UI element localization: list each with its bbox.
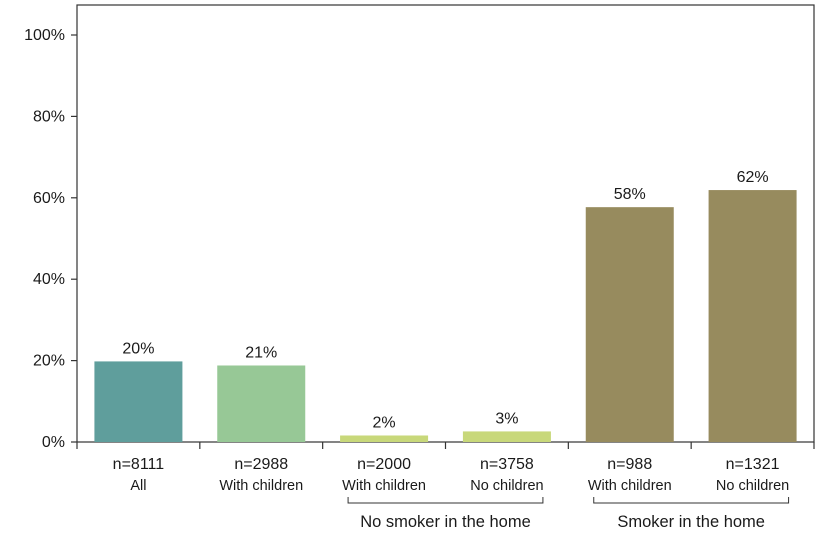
category-sub-label: No children bbox=[716, 478, 789, 494]
bar bbox=[708, 190, 797, 442]
group-bracket bbox=[593, 497, 790, 504]
y-tick-label: 80% bbox=[33, 108, 65, 125]
labels: 20% n=8111 All 21% n=2988 With children 2% n=20… bbox=[113, 169, 790, 494]
category-sub-label: All bbox=[130, 478, 146, 494]
y-tick-label: 100% bbox=[24, 27, 65, 44]
category-n-label: n=2000 bbox=[357, 456, 411, 473]
category-sub-label: No children bbox=[470, 478, 543, 494]
bar bbox=[217, 365, 306, 442]
category-n-label: n=8111 bbox=[113, 456, 165, 473]
category-n-label: n=1321 bbox=[726, 456, 780, 473]
value-label: 62% bbox=[737, 169, 769, 186]
y-tick-label: 40% bbox=[33, 271, 65, 288]
bars bbox=[94, 190, 797, 442]
value-label: 21% bbox=[245, 344, 277, 361]
category-sub-label: With children bbox=[342, 478, 426, 494]
plot-frame bbox=[76, 4, 815, 443]
y-tick-label: 0% bbox=[42, 434, 65, 451]
value-label: 20% bbox=[122, 340, 154, 357]
group-brackets: No smoker in the home Smoker in the home bbox=[347, 497, 790, 531]
group-label: Smoker in the home bbox=[617, 513, 765, 531]
value-label: 2% bbox=[373, 414, 396, 431]
category-n-label: n=2988 bbox=[234, 456, 288, 473]
bar bbox=[462, 431, 551, 442]
category-n-label: n=988 bbox=[607, 456, 652, 473]
y-tick-label: 20% bbox=[33, 353, 65, 370]
value-label: 3% bbox=[495, 410, 518, 427]
bar bbox=[585, 207, 674, 442]
group-bracket bbox=[347, 497, 544, 504]
category-sub-label: With children bbox=[588, 478, 672, 494]
axes: 0% 20% 40% 60% 80% 100% bbox=[24, 4, 815, 451]
bar bbox=[340, 435, 429, 442]
y-tick-label: 60% bbox=[33, 190, 65, 207]
group-label: No smoker in the home bbox=[360, 513, 531, 531]
bar bbox=[94, 361, 183, 442]
category-sub-label: With children bbox=[219, 478, 303, 494]
value-label: 58% bbox=[614, 186, 646, 203]
category-n-label: n=3758 bbox=[480, 456, 534, 473]
